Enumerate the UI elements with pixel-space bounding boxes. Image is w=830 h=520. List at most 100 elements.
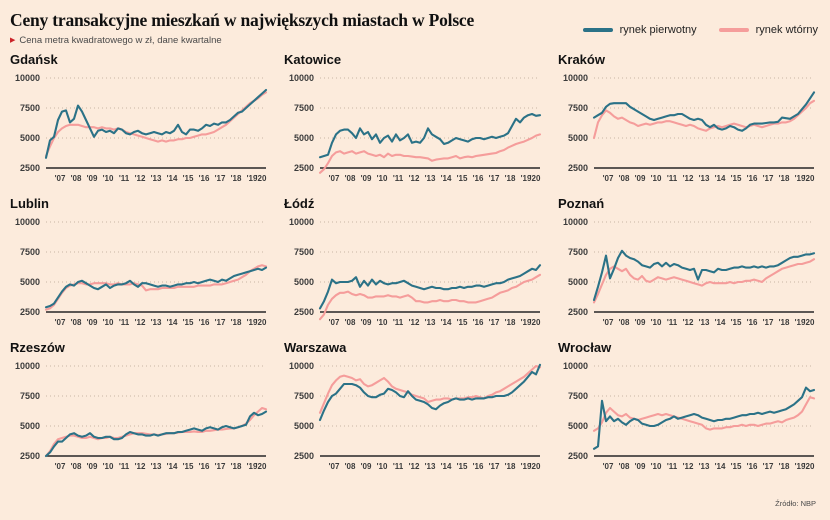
chart-krakow: Kraków 2500 5000 7500 10000 '07 '08 '09 '10 '11 '… — [558, 52, 820, 192]
chart-city-title: Katowice — [284, 52, 342, 67]
y-tick-label: 2500 — [568, 451, 588, 461]
x-tick-label: '16 — [199, 318, 210, 327]
x-tick-label: '18 — [231, 318, 242, 327]
x-tick-label: '07 — [329, 318, 340, 327]
y-tick-label: 7500 — [20, 391, 40, 401]
line-wtorny — [592, 99, 816, 140]
x-tick-label: '19 — [521, 462, 532, 471]
x-tick-label: '08 — [71, 318, 82, 327]
x-tick-label: '13 — [425, 174, 436, 183]
y-tick-label: 5000 — [20, 421, 40, 431]
x-tick-label: '16 — [473, 174, 484, 183]
x-tick-label: '20 — [530, 462, 541, 471]
line-pierwotny — [318, 112, 542, 159]
x-tick-label: '13 — [425, 318, 436, 327]
x-tick-label: '19 — [247, 462, 258, 471]
x-tick-label: '15 — [731, 318, 742, 327]
legend-label-primary-market: rynek pierwotny — [619, 24, 697, 36]
y-tick-label: 10000 — [15, 73, 40, 83]
x-tick-label: '18 — [231, 462, 242, 471]
x-tick-label: '18 — [779, 174, 790, 183]
chart-city-title: Wrocław — [558, 340, 612, 355]
x-tick-label: '09 — [87, 462, 98, 471]
legend: rynek pierwotny rynek wtórny — [582, 24, 818, 36]
x-tick-label: '19 — [795, 462, 806, 471]
x-tick-label: '15 — [731, 462, 742, 471]
line-pierwotny — [44, 88, 268, 159]
chart-warszawa: Warszawa 2500 5000 7500 10000 '07 '08 '09 '10 '1… — [284, 340, 546, 480]
chart-city-title: Warszawa — [284, 340, 347, 355]
chart-rzeszow: Rzeszów 2500 5000 7500 10000 '07 '08 '09 '10 '11… — [10, 340, 272, 480]
x-tick-label: '17 — [215, 174, 226, 183]
x-tick-label: '17 — [489, 174, 500, 183]
chart-city-title: Łódź — [284, 196, 315, 211]
x-tick-label: '08 — [619, 462, 630, 471]
x-tick-label: '14 — [715, 462, 726, 471]
x-tick-label: '17 — [215, 318, 226, 327]
y-tick-label: 10000 — [563, 361, 588, 371]
x-tick-label: '11 — [667, 318, 678, 327]
x-tick-label: '18 — [505, 174, 516, 183]
chart-canvas: 2500 5000 7500 10000 '07 '08 '09 '10 '11 '12 '13 '1… — [563, 361, 816, 471]
x-tick-label: '15 — [183, 174, 194, 183]
y-tick-label: 7500 — [294, 391, 314, 401]
x-tick-label: '13 — [151, 174, 162, 183]
x-tick-label: '19 — [521, 174, 532, 183]
legend-label-secondary-market: rynek wtórny — [755, 24, 818, 36]
y-tick-label: 7500 — [20, 247, 40, 257]
page-title: Ceny transakcyjne mieszkań w największyc… — [10, 10, 475, 30]
x-tick-label: '11 — [119, 462, 130, 471]
chart-lublin: Lublin 2500 5000 7500 10000 '07 '08 '09 '10 '11 '… — [10, 196, 272, 336]
y-tick-label: 2500 — [568, 163, 588, 173]
x-tick-label: '13 — [699, 174, 710, 183]
x-tick-label: '10 — [651, 462, 662, 471]
x-tick-label: '17 — [763, 462, 774, 471]
x-tick-label: '09 — [87, 174, 98, 183]
y-tick-label: 2500 — [20, 451, 40, 461]
x-tick-label: '16 — [199, 462, 210, 471]
x-tick-label: '18 — [505, 462, 516, 471]
x-tick-label: '07 — [603, 462, 614, 471]
line-wtorny — [44, 91, 268, 158]
x-tick-label: '15 — [457, 174, 468, 183]
x-tick-label: '20 — [530, 174, 541, 183]
y-tick-label: 5000 — [568, 421, 588, 431]
chart-canvas: 2500 5000 7500 10000 '07 '08 '09 '10 '11 '12 '13 '1… — [15, 361, 268, 471]
y-tick-label: 5000 — [294, 421, 314, 431]
line-pierwotny — [44, 266, 268, 309]
x-tick-label: '12 — [135, 174, 146, 183]
x-tick-label: '12 — [683, 462, 694, 471]
x-tick-label: '10 — [103, 174, 114, 183]
y-tick-label: 7500 — [568, 103, 588, 113]
x-tick-label: '16 — [747, 318, 758, 327]
x-tick-label: '16 — [199, 174, 210, 183]
x-tick-label: '11 — [393, 462, 404, 471]
x-tick-label: '10 — [103, 462, 114, 471]
x-tick-label: '18 — [779, 462, 790, 471]
x-tick-label: '15 — [731, 174, 742, 183]
x-tick-label: '14 — [167, 318, 178, 327]
x-tick-label: '16 — [747, 174, 758, 183]
x-tick-label: '20 — [256, 462, 267, 471]
y-tick-label: 10000 — [289, 361, 314, 371]
x-tick-label: '09 — [635, 174, 646, 183]
y-tick-label: 7500 — [20, 103, 40, 113]
x-tick-label: '07 — [55, 462, 66, 471]
line-wtorny — [44, 406, 268, 458]
chart-canvas: 2500 5000 7500 10000 '07 '08 '09 '10 '11 '12 '13 '1… — [289, 217, 542, 327]
y-tick-label: 5000 — [294, 133, 314, 143]
chart-city-title: Gdańsk — [10, 52, 58, 67]
x-tick-label: '10 — [377, 174, 388, 183]
x-tick-label: '07 — [603, 174, 614, 183]
x-tick-label: '17 — [215, 462, 226, 471]
x-tick-label: '13 — [699, 462, 710, 471]
x-tick-label: '18 — [779, 318, 790, 327]
x-tick-label: '08 — [619, 174, 630, 183]
line-wtorny — [318, 273, 542, 321]
x-tick-label: '19 — [795, 174, 806, 183]
chart-canvas: 2500 5000 7500 10000 '07 '08 '09 '10 '11 '12 '13 '1… — [563, 73, 816, 183]
line-pierwotny — [44, 410, 268, 458]
x-tick-label: '10 — [103, 318, 114, 327]
x-tick-label: '08 — [345, 318, 356, 327]
x-tick-label: '19 — [795, 318, 806, 327]
